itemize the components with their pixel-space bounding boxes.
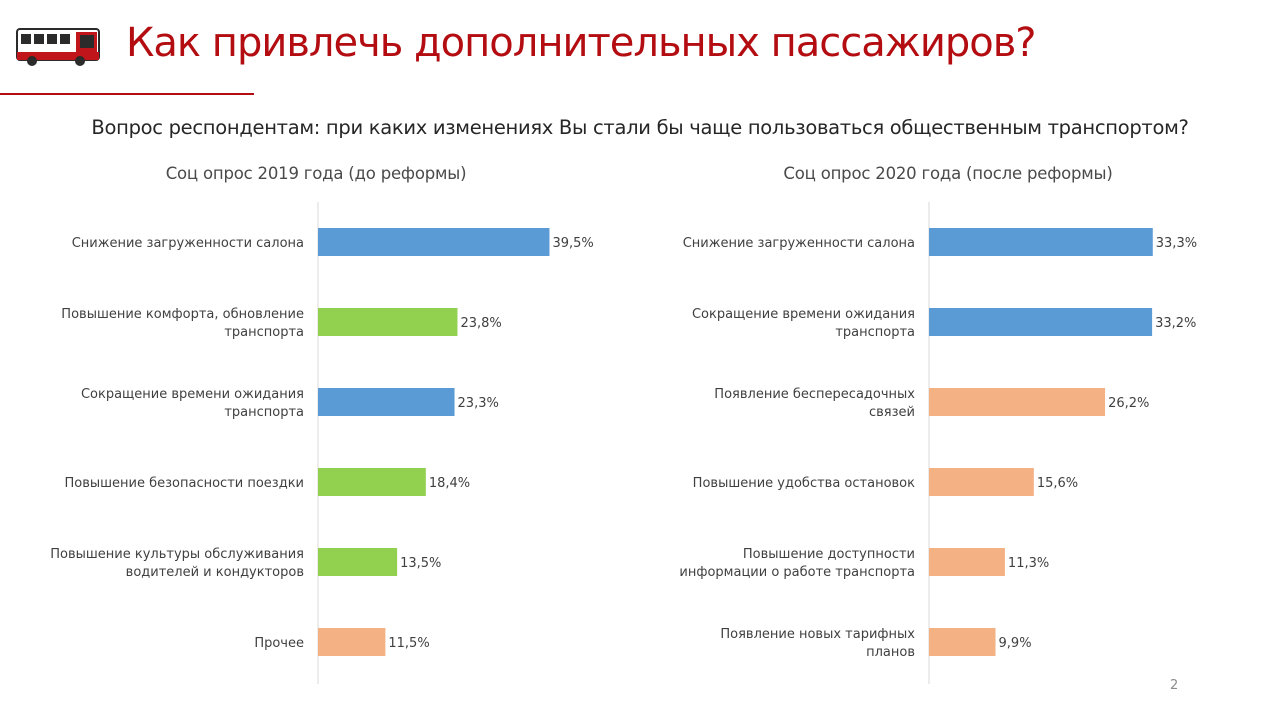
category-label-2019-5: Прочее [254, 636, 304, 651]
category-label-2019-0: Снижение загруженности салона [72, 236, 304, 251]
data-label-2020-5: 9,9% [999, 636, 1032, 651]
bar-2019-1 [318, 308, 458, 336]
bar-2020-0 [929, 228, 1153, 256]
chart-title-2020: Соц опрос 2020 года (после реформы) [783, 164, 1113, 183]
bus-icon [16, 28, 100, 66]
bar-2019-4 [318, 548, 398, 576]
data-label-2019-1: 23,8% [460, 316, 501, 331]
bar-2019-2 [318, 388, 455, 416]
category-label-2020-1: Сокращение времени ожидания транспорта [692, 307, 915, 340]
page-number: 2 [1170, 678, 1179, 693]
bar-2020-4 [929, 548, 1005, 576]
data-label-2019-3: 18,4% [429, 476, 470, 491]
data-label-2020-3: 15,6% [1037, 476, 1078, 491]
category-label-2019-4: Повышение культуры обслуживания водителей… [50, 547, 304, 580]
category-label-2020-0: Снижение загруженности салона [683, 236, 915, 251]
category-label-2019-1: Повышение комфорта, обновление транспорта [61, 307, 304, 340]
data-label-2020-2: 26,2% [1108, 396, 1149, 411]
bar-2020-3 [929, 468, 1034, 496]
bar-2020-2 [929, 388, 1106, 416]
category-label-2020-2: Появление беспересадочных связей [714, 387, 915, 420]
data-label-2020-1: 33,2% [1155, 316, 1196, 331]
bar-2019-5 [318, 628, 386, 656]
data-label-2020-0: 33,3% [1156, 236, 1197, 251]
bar-2020-5 [929, 628, 996, 656]
category-label-2020-5: Появление новых тарифных планов [720, 627, 915, 660]
category-label-2020-3: Повышение удобства остановок [693, 476, 915, 491]
bar-2020-1 [929, 308, 1153, 336]
data-label-2020-4: 11,3% [1008, 556, 1049, 571]
chart-title-2019: Соц опрос 2019 года (до реформы) [165, 164, 467, 183]
data-label-2019-2: 23,3% [458, 396, 499, 411]
data-label-2019-5: 11,5% [388, 636, 429, 651]
title-underline [0, 93, 254, 95]
category-label-2020-4: Повышение доступности информации о работе… [679, 547, 915, 580]
data-label-2019-4: 13,5% [400, 556, 441, 571]
bar-2019-0 [318, 228, 550, 256]
page-title: Как привлечь дополнительных пассажиров? [126, 20, 1036, 66]
category-label-2019-2: Сокращение времени ожидания транспорта [81, 387, 304, 420]
data-label-2019-0: 39,5% [552, 236, 593, 251]
category-label-2019-3: Повышение безопасности поездки [64, 476, 304, 491]
bar-2019-3 [318, 468, 426, 496]
survey-question: Вопрос респондентам: при каких изменения… [91, 116, 1189, 139]
